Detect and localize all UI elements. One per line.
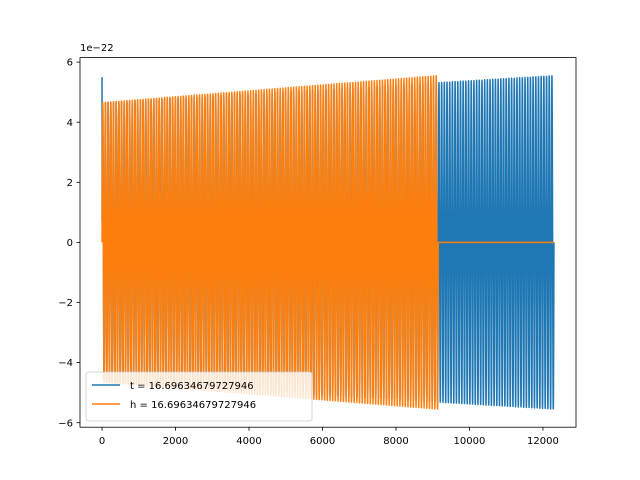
- y-tick-label: −2: [58, 298, 73, 309]
- y-tick-label: 4: [67, 118, 73, 129]
- y-tick-label: 0: [67, 238, 73, 249]
- y-tick-label: 6: [67, 58, 73, 69]
- x-tick-label: 0: [99, 436, 105, 447]
- x-tick-label: 10000: [454, 436, 486, 447]
- x-axis: 0 2000 4000 6000 8000 10000 12000: [99, 427, 559, 447]
- x-tick-label: 8000: [383, 436, 408, 447]
- y-tick-label: −4: [58, 358, 73, 369]
- legend-label-1: t = 16.69634679727946: [130, 381, 254, 392]
- y-tick-label: −6: [58, 418, 73, 429]
- legend: t = 16.69634679727946 h = 16.696346797279…: [85, 371, 313, 422]
- y-axis-offset-label: 1e−22: [80, 43, 114, 54]
- y-tick-label: 2: [67, 178, 73, 189]
- y-axis: −6 −4 −2 0 2 4 6: [58, 58, 80, 429]
- x-tick-label: 4000: [236, 436, 261, 447]
- legend-label-2: h = 16.69634679727946: [130, 400, 256, 411]
- series-layer: [101, 75, 555, 410]
- legend-box: [85, 371, 313, 422]
- x-tick-label: 2000: [163, 436, 188, 447]
- x-tick-label: 12000: [527, 436, 559, 447]
- x-tick-label: 6000: [310, 436, 335, 447]
- series-line-2: [101, 75, 554, 410]
